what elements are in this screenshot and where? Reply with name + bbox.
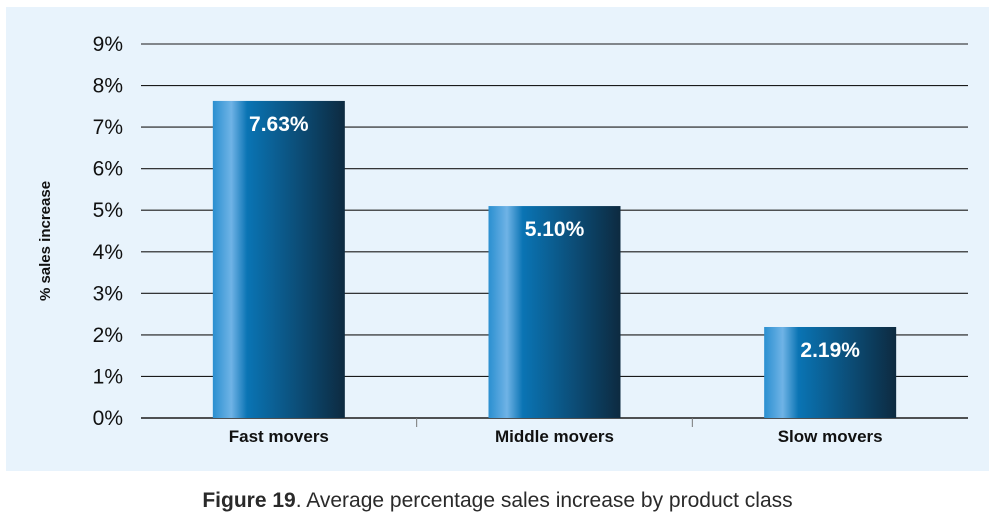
figure-number: Figure 19 (202, 489, 296, 512)
y-tick-label: 5% (93, 199, 123, 222)
y-tick-label: 8% (93, 75, 123, 98)
y-tick-label: 3% (93, 282, 123, 305)
bar-value-label: 2.19% (800, 339, 860, 362)
figure-caption: Figure 19. Average percentage sales incr… (0, 489, 995, 513)
y-tick-label: 4% (93, 241, 123, 264)
bar-fast-movers (212, 100, 345, 418)
bar-value-label: 7.63% (249, 113, 309, 136)
x-category-label: Slow movers (778, 427, 883, 446)
y-tick-label: 6% (93, 158, 123, 181)
bar-chart: 0% 1% 2% 3% 4% 5% 6% 7% 8% 9% 7.63% Fast movers 5.10… (37, 33, 968, 446)
y-tick-label: 1% (93, 365, 123, 388)
x-category-label: Middle movers (495, 427, 614, 446)
bar-slow-movers (764, 326, 897, 418)
y-tick-label: 7% (93, 116, 123, 139)
y-axis-label: % sales increase (37, 181, 54, 301)
x-category-label: Fast movers (229, 427, 329, 446)
y-tick-label: 2% (93, 324, 123, 347)
y-tick-label: 9% (93, 33, 123, 56)
bar-middle-movers (488, 206, 621, 418)
y-tick-label: 0% (93, 407, 123, 430)
chart-panel: 0% 1% 2% 3% 4% 5% 6% 7% 8% 9% 7.63% Fast movers 5.10… (6, 7, 989, 471)
figure-caption-text: . Average percentage sales increase by p… (295, 489, 793, 512)
bar-value-label: 5.10% (525, 218, 585, 241)
